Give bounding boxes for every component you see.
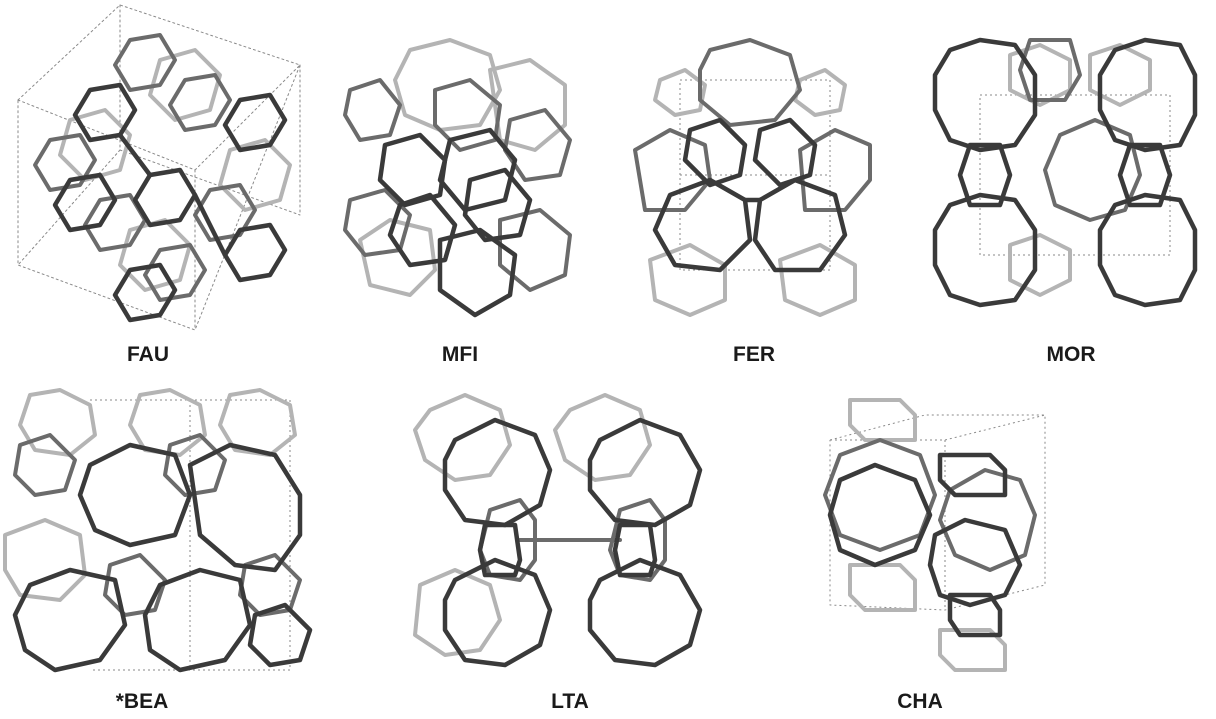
framework-label-mor: MOR (1046, 343, 1096, 366)
fau-structure (17, 4, 301, 331)
framework-label-mfi: MFI (441, 343, 479, 366)
framework-lta (410, 390, 710, 685)
framework-mor (930, 35, 1200, 320)
mfi-structure (343, 38, 572, 318)
framework-label-cha: CHA (897, 690, 943, 713)
framework-mfi (340, 30, 580, 330)
framework-label-fer: FER (733, 343, 775, 366)
bea-structure (3, 388, 313, 673)
lta-structure (413, 393, 703, 668)
framework-label-fau: FAU (127, 343, 169, 366)
framework-bea (0, 385, 320, 685)
framework-label-lta: LTA (551, 690, 589, 713)
mor-structure (932, 37, 1198, 308)
cha-structure (823, 398, 1046, 672)
framework-fau (10, 0, 310, 335)
framework-fer (630, 30, 875, 320)
fer-structure (633, 38, 872, 317)
framework-cha (820, 395, 1050, 680)
framework-label-bea: *BEA (115, 690, 169, 713)
